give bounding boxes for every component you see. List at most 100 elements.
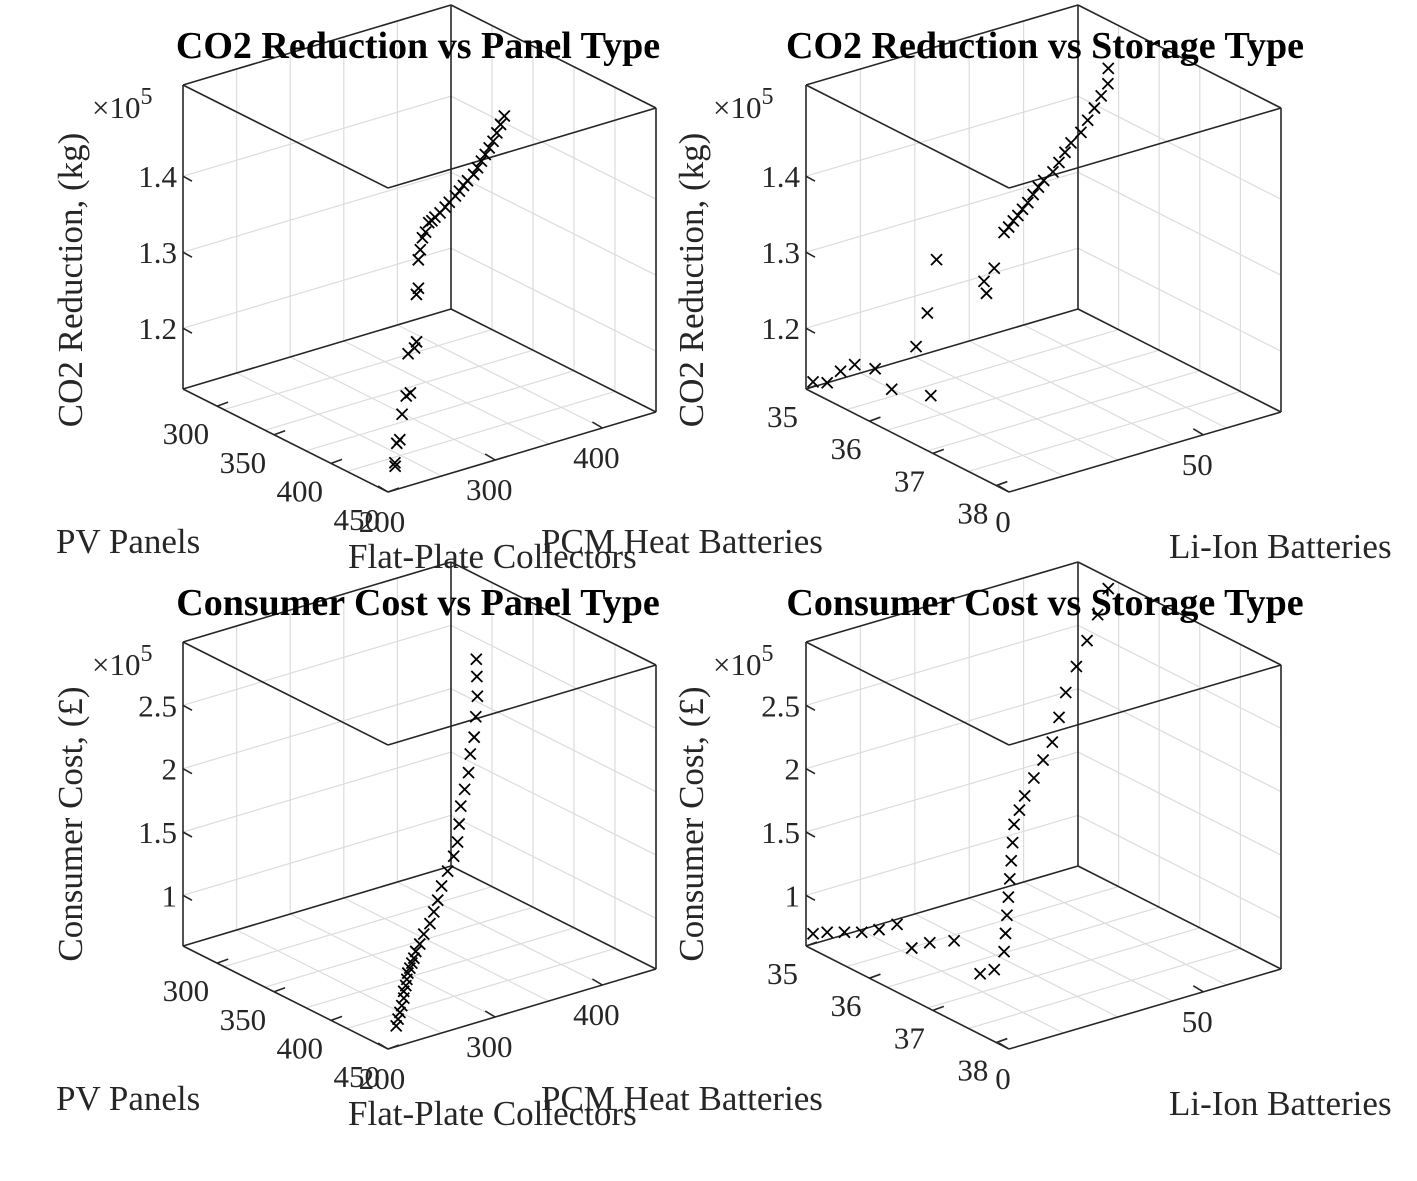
- floor-grid-line: [887, 349, 1160, 431]
- y-tick-label: 400: [277, 1030, 324, 1065]
- marker-stroke: [1074, 126, 1088, 139]
- y-tick-label: 300: [163, 973, 210, 1008]
- y-tick-label: 37: [894, 1020, 925, 1055]
- data-point-marker: [909, 340, 923, 353]
- data-point-marker: [416, 231, 429, 244]
- x-tick-label: 400: [573, 440, 620, 475]
- z-axis-label: CO2 Reduction, (kg): [672, 133, 711, 428]
- z-tick-label: 1.5: [138, 815, 177, 850]
- axis-box-edge: [450, 308, 657, 413]
- marker-stroke: [806, 375, 820, 389]
- y-tick-label: 400: [277, 473, 324, 508]
- data-point-marker: [872, 923, 886, 936]
- axis-box-edge: [805, 865, 1079, 947]
- data-point-marker: [988, 963, 1001, 976]
- marker-stroke: [921, 306, 934, 320]
- marker-stroke: [490, 126, 503, 139]
- y-tick-label: 38: [957, 1053, 988, 1088]
- data-point-marker: [407, 952, 421, 965]
- marker-stroke: [416, 231, 429, 244]
- x-tick-mark: [484, 453, 496, 461]
- z-tick-label: 2: [785, 752, 801, 787]
- data-point-marker: [453, 817, 466, 831]
- marker-stroke: [419, 225, 432, 239]
- wall-grid-line: [182, 688, 657, 793]
- z-tick-label: 2: [162, 752, 178, 787]
- data-point-marker: [1046, 165, 1060, 179]
- y-tick-mark: [932, 448, 945, 455]
- x-tick-mark: [377, 485, 389, 493]
- z-tick-mark: [182, 767, 193, 775]
- marker-stroke: [1070, 660, 1083, 673]
- data-point-marker: [471, 690, 484, 703]
- marker-stroke: [409, 945, 422, 958]
- data-point-marker: [462, 766, 475, 779]
- z-tick-label: 1.3: [761, 235, 800, 270]
- wall-grid-line: [805, 624, 1282, 729]
- axis-box-edge: [182, 4, 452, 86]
- axis-box-edge: [1008, 664, 1282, 746]
- data-point-marker: [389, 460, 402, 473]
- y-axis-label: PCM Heat Batteries: [541, 1079, 823, 1118]
- marker-stroke: [390, 1019, 403, 1033]
- x-tick-mark: [591, 978, 603, 986]
- z-exponent-base: ×10: [92, 90, 140, 125]
- data-point-marker: [458, 783, 471, 796]
- data-point-marker: [999, 927, 1012, 940]
- floor-grid-line: [343, 897, 550, 1002]
- marker-stroke: [1021, 196, 1034, 209]
- floor-grid-line: [343, 340, 550, 445]
- marker-stroke: [909, 340, 923, 353]
- floor-grid-line: [914, 356, 1119, 461]
- axis-box-edge: [182, 641, 389, 746]
- marker-stroke: [924, 389, 937, 402]
- floor-grid-line: [860, 929, 1064, 1034]
- data-point-marker: [821, 376, 834, 389]
- marker-stroke: [1026, 188, 1040, 201]
- data-point-marker: [483, 141, 496, 155]
- z-tick-label: 1: [785, 878, 801, 913]
- marker-stroke: [388, 456, 402, 469]
- axis-box-edge: [450, 561, 657, 666]
- marker-stroke: [467, 168, 480, 181]
- marker-stroke: [930, 253, 943, 266]
- marker-stroke: [413, 937, 426, 951]
- x-axis-label: Flat-Plate Collectors: [348, 1094, 637, 1133]
- data-point-marker: [890, 918, 904, 931]
- z-exponent-label: ×105: [92, 641, 152, 682]
- chart-title: CO2 Reduction vs Storage Type: [786, 25, 1304, 67]
- marker-stroke: [1046, 736, 1059, 749]
- axis-box-edge: [182, 865, 452, 947]
- axis-box-edge: [805, 641, 1010, 746]
- marker-stroke: [1027, 771, 1041, 785]
- marker-stroke: [458, 783, 471, 796]
- data-point-marker: [1059, 686, 1072, 699]
- marker-stroke: [412, 282, 425, 295]
- data-point-marker: [468, 731, 481, 744]
- wall-grid-line: [805, 171, 1282, 276]
- marker-stroke: [1002, 220, 1015, 234]
- axis-box-edge: [1077, 865, 1282, 970]
- data-point-marker: [470, 670, 483, 683]
- z-tick-mark: [805, 831, 816, 838]
- floor-grid-line: [887, 906, 1160, 988]
- floor-grid-line: [223, 329, 493, 411]
- y-tick-mark: [996, 480, 1008, 487]
- marker-stroke: [435, 879, 448, 893]
- data-point-marker: [1021, 196, 1034, 209]
- marker-stroke: [923, 936, 936, 949]
- floor-grid-line: [264, 349, 534, 431]
- data-point-marker: [1102, 62, 1115, 75]
- floor-grid-line: [305, 370, 575, 452]
- axis-box-edge: [1077, 561, 1282, 666]
- y-tick-label: 450: [334, 502, 381, 537]
- marker-stroke: [838, 926, 851, 939]
- z-tick-label: 1.4: [761, 159, 800, 194]
- marker-stroke: [974, 967, 987, 980]
- axis-box-edge: [182, 308, 452, 390]
- marker-stroke: [1088, 101, 1101, 115]
- marker-stroke: [414, 243, 427, 256]
- data-point-marker: [431, 894, 444, 907]
- floor-grid-line: [860, 372, 1064, 477]
- marker-stroke: [451, 835, 464, 849]
